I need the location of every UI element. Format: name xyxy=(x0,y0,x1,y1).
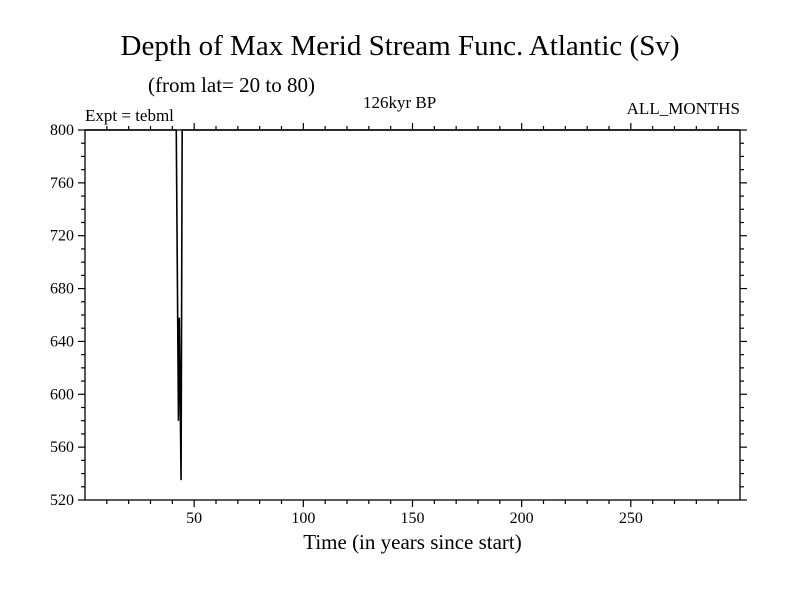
svg-text:520: 520 xyxy=(50,492,74,509)
svg-text:50: 50 xyxy=(186,510,202,527)
chart-title: Depth of Max Merid Stream Func. Atlantic… xyxy=(120,30,680,62)
annotation-all-months: ALL_MONTHS xyxy=(626,99,740,118)
annotation-experiment-name: Expt = tebml xyxy=(85,106,174,125)
y-axis-ticks xyxy=(78,129,747,501)
svg-text:680: 680 xyxy=(50,281,74,298)
chart-subtitle-latitude-range: (from lat= 20 to 80) xyxy=(148,73,315,97)
svg-text:720: 720 xyxy=(50,228,74,245)
annotation-kyr-bp: 126kyr BP xyxy=(363,93,437,112)
svg-text:640: 640 xyxy=(50,333,74,350)
svg-text:150: 150 xyxy=(401,510,425,527)
plot-frame xyxy=(84,129,741,501)
svg-text:200: 200 xyxy=(510,510,534,527)
series-line-depth-of-max-streamfunction xyxy=(85,129,740,481)
svg-text:250: 250 xyxy=(619,510,643,527)
x-axis-tick-labels: 50 100 150 200 250 xyxy=(186,510,643,527)
svg-text:760: 760 xyxy=(50,175,74,192)
x-axis-label: Time (in years since start) xyxy=(303,530,522,554)
svg-text:100: 100 xyxy=(291,510,315,527)
svg-text:800: 800 xyxy=(50,122,74,139)
svg-text:560: 560 xyxy=(50,439,74,456)
y-axis-tick-labels: 520 560 600 640 680 720 760 800 xyxy=(50,122,74,509)
svg-text:600: 600 xyxy=(50,386,74,403)
x-axis-ticks xyxy=(106,123,719,507)
